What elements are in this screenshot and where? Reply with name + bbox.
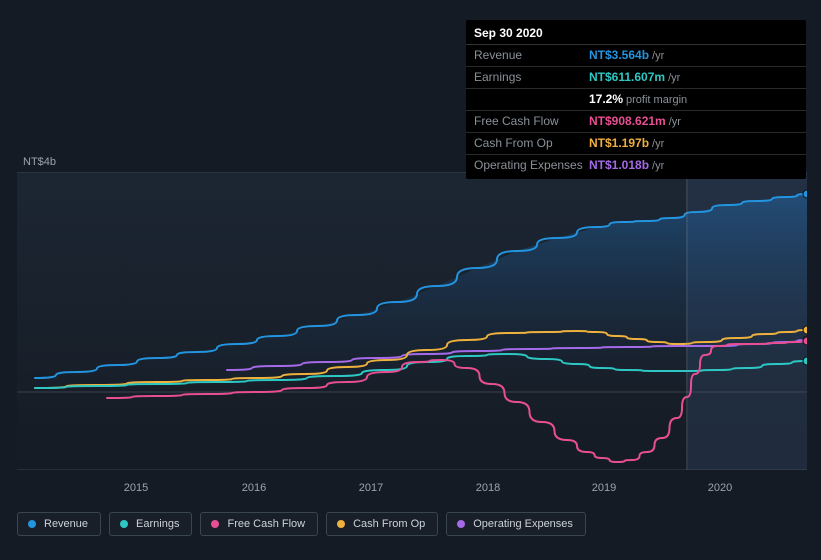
tooltip-label: Earnings [474, 69, 589, 85]
x-tick-label: 2015 [124, 482, 148, 494]
x-tick-label: 2016 [242, 482, 266, 494]
tooltip-label: Cash From Op [474, 135, 589, 151]
tooltip-unit: /yr [669, 114, 681, 130]
tooltip-row: Free Cash FlowNT$908.621m/yr [466, 111, 806, 133]
tooltip-row: Operating ExpensesNT$1.018b/yr [466, 155, 806, 176]
legend-dot-icon [211, 520, 219, 528]
tooltip-card: Sep 30 2020 RevenueNT$3.564b/yrEarningsN… [466, 20, 806, 179]
tooltip-row: Cash From OpNT$1.197b/yr [466, 133, 806, 155]
x-tick-label: 2019 [592, 482, 616, 494]
legend-label: Cash From Op [353, 518, 425, 530]
tooltip-unit: /yr [652, 136, 664, 152]
legend-item[interactable]: Free Cash Flow [200, 512, 318, 536]
legend-label: Earnings [136, 518, 179, 530]
tooltip-value: NT$3.564b [589, 47, 649, 63]
tooltip-unit: /yr [652, 158, 664, 174]
legend-item[interactable]: Operating Expenses [446, 512, 586, 536]
legend-label: Revenue [44, 518, 88, 530]
tooltip-sub: profit margin [626, 92, 687, 108]
x-tick-label: 2020 [708, 482, 732, 494]
legend: Revenue Earnings Free Cash Flow Cash From O… [17, 512, 586, 536]
legend-item[interactable]: Cash From Op [326, 512, 438, 536]
tooltip-row: RevenueNT$3.564b/yr [466, 45, 806, 67]
legend-label: Operating Expenses [473, 518, 573, 530]
legend-item[interactable]: Earnings [109, 512, 192, 536]
legend-label: Free Cash Flow [227, 518, 305, 530]
tooltip-value: NT$611.607m [589, 69, 665, 85]
legend-dot-icon [120, 520, 128, 528]
legend-dot-icon [28, 520, 36, 528]
tooltip-label: Operating Expenses [474, 157, 589, 173]
tooltip-value: 17.2% [589, 91, 623, 107]
tooltip-label: Free Cash Flow [474, 113, 589, 129]
tooltip-unit: /yr [652, 48, 664, 64]
legend-dot-icon [457, 520, 465, 528]
tooltip-row: EarningsNT$611.607m/yr [466, 67, 806, 89]
legend-dot-icon [337, 520, 345, 528]
y-tick-label: NT$4b [23, 156, 56, 168]
chart-svg [17, 172, 807, 470]
chart-area[interactable] [17, 172, 807, 470]
x-tick-label: 2018 [476, 482, 500, 494]
tooltip-date: Sep 30 2020 [466, 20, 806, 45]
x-tick-label: 2017 [359, 482, 383, 494]
tooltip-value: NT$1.197b [589, 135, 649, 151]
legend-item[interactable]: Revenue [17, 512, 101, 536]
tooltip-unit: /yr [668, 70, 680, 86]
tooltip-value: NT$908.621m [589, 113, 666, 129]
tooltip-label: Revenue [474, 47, 589, 63]
tooltip-row: 17.2%profit margin [466, 89, 806, 111]
tooltip-value: NT$1.018b [589, 157, 649, 173]
